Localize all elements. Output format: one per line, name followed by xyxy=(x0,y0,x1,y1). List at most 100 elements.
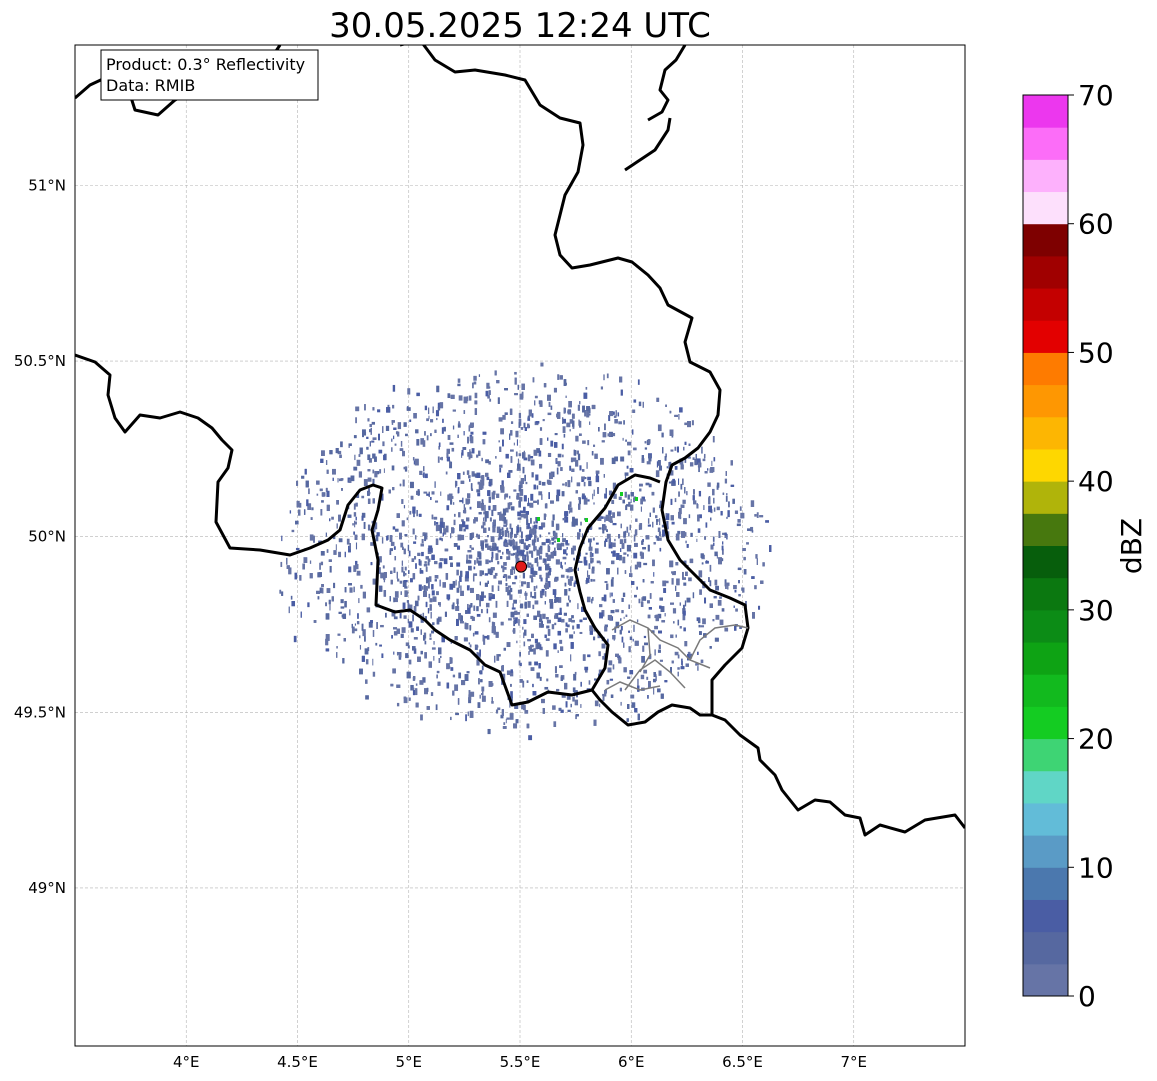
echo-cell xyxy=(631,702,636,708)
echo-cell xyxy=(407,618,409,624)
echo-cell xyxy=(604,540,606,547)
echo-cell xyxy=(593,489,595,497)
echo-cell xyxy=(405,653,409,659)
echo-cell xyxy=(390,683,394,687)
echo-cell xyxy=(608,510,612,515)
echo-cell xyxy=(584,477,587,480)
echo-cell xyxy=(367,477,372,482)
echo-cell xyxy=(458,581,460,588)
echo-cell xyxy=(301,475,305,479)
echo-cell xyxy=(401,627,406,633)
echo-cell xyxy=(462,521,466,528)
echo-cell xyxy=(609,592,611,598)
echo-cell xyxy=(665,453,667,458)
echo-cell xyxy=(689,558,694,564)
echo-cell xyxy=(499,532,502,536)
echo-cell xyxy=(353,565,357,572)
echo-cell xyxy=(688,443,691,446)
echo-cell xyxy=(604,581,608,584)
echo-cell xyxy=(725,496,728,502)
echo-cell xyxy=(696,458,701,465)
echo-cell xyxy=(487,728,491,735)
graticule xyxy=(75,45,965,1046)
echo-cell xyxy=(610,579,614,587)
echo-cell xyxy=(671,434,674,438)
echo-cell xyxy=(549,567,552,572)
echo-cell xyxy=(628,646,631,653)
echo-cell xyxy=(374,471,378,478)
echo-cell xyxy=(497,707,501,711)
echo-cell xyxy=(583,392,588,399)
echo-cell xyxy=(534,558,538,563)
echo-cell xyxy=(484,511,489,519)
echo-cell xyxy=(468,395,472,401)
echo-cell xyxy=(459,524,463,532)
echo-cell xyxy=(468,425,471,432)
echo-cell xyxy=(362,591,366,599)
echo-cell xyxy=(465,623,469,630)
echo-cell xyxy=(697,462,702,468)
echo-cell xyxy=(470,587,474,593)
echo-cell xyxy=(583,497,588,505)
echo-cell xyxy=(546,678,549,682)
echo-cell xyxy=(548,401,551,407)
echo-cell xyxy=(684,600,687,607)
echo-cell xyxy=(371,440,375,443)
echo-cell xyxy=(562,418,566,424)
echo-cell xyxy=(746,542,749,545)
echo-cell xyxy=(401,560,404,566)
echo-cell xyxy=(524,474,526,482)
echo-cell xyxy=(511,566,515,570)
echo-cell xyxy=(500,428,504,435)
echo-cell xyxy=(470,615,474,620)
echo-cell xyxy=(684,457,687,463)
echo-cell xyxy=(587,476,591,481)
echo-cell xyxy=(436,417,438,421)
echo-cell xyxy=(624,530,627,536)
echo-cell xyxy=(564,589,568,596)
echo-cell xyxy=(605,514,610,521)
echo-cell xyxy=(379,644,382,647)
echo-cell xyxy=(568,567,573,573)
echo-cell xyxy=(472,632,475,637)
echo-cell xyxy=(567,409,571,415)
echo-cell xyxy=(564,562,566,565)
echo-cell xyxy=(532,604,535,610)
echo-cell xyxy=(553,387,557,393)
echo-cell xyxy=(517,511,522,517)
echo-cell xyxy=(411,558,415,562)
echo-cell xyxy=(391,635,393,639)
echo-cell xyxy=(436,591,439,596)
echo-cell xyxy=(548,492,550,500)
lon-tick-label: 4°E xyxy=(173,1053,200,1071)
echo-cell xyxy=(693,500,697,505)
echo-cell xyxy=(666,520,669,528)
reflectivity-echoes xyxy=(279,362,772,741)
echo-cell xyxy=(616,511,621,517)
echo-cell xyxy=(455,606,460,611)
echo-cell xyxy=(517,458,520,464)
echo-cell xyxy=(637,713,640,721)
echo-cell xyxy=(627,450,631,456)
echo-cell xyxy=(353,586,355,593)
echo-cell xyxy=(316,480,320,485)
echo-cell xyxy=(394,528,399,532)
echo-cell xyxy=(389,550,392,555)
echo-cell xyxy=(463,504,466,510)
echo-cell xyxy=(694,458,697,466)
echo-cell xyxy=(392,404,395,409)
echo-cell xyxy=(642,596,647,601)
echo-cell xyxy=(528,735,533,741)
echo-cell xyxy=(612,553,616,557)
echo-cell xyxy=(755,554,758,559)
echo-cell xyxy=(633,497,635,503)
colorbar-swatch xyxy=(1023,545,1068,579)
echo-cell xyxy=(523,457,528,461)
echo-cell xyxy=(405,642,410,647)
echo-cell xyxy=(658,644,661,650)
echo-cell xyxy=(684,532,687,537)
echo-cell xyxy=(538,480,542,485)
echo-cell xyxy=(610,694,614,698)
echo-cell xyxy=(481,695,486,702)
echo-cell xyxy=(572,625,575,630)
